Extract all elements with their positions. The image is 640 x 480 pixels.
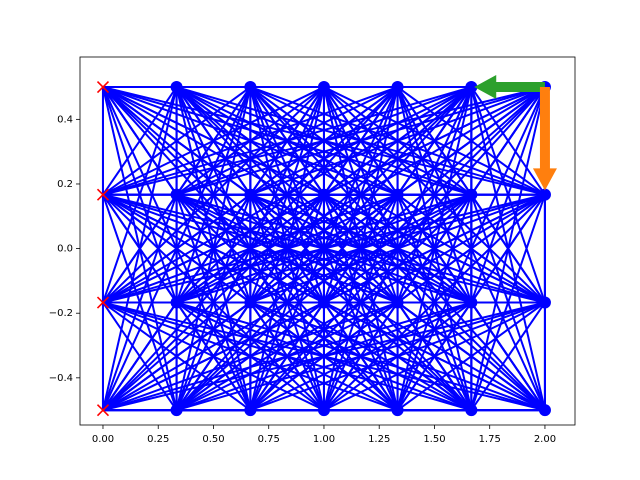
node-marker: [465, 81, 478, 94]
axes-frame: [79, 56, 576, 426]
x-tick-label: 1.00: [313, 434, 335, 445]
edge: [396, 86, 473, 303]
edge: [323, 86, 399, 303]
x-tick-label: 1.50: [423, 434, 445, 445]
node-marker: [317, 296, 330, 309]
load-arrow: [474, 75, 545, 100]
node-marker: [391, 81, 404, 94]
edge: [470, 86, 546, 196]
node-marker: [317, 81, 330, 94]
x-tick-label: 1.25: [368, 434, 390, 445]
x-tick-label: 1.75: [479, 434, 501, 445]
edge: [470, 194, 546, 411]
support-marker: [96, 404, 110, 417]
edge: [323, 301, 399, 411]
node-marker: [465, 404, 478, 417]
node-marker: [317, 404, 330, 417]
edge: [249, 194, 325, 411]
node-marker: [170, 404, 183, 417]
edge: [102, 194, 178, 411]
x-tick-label: 2.00: [534, 434, 556, 445]
node-marker: [170, 188, 183, 201]
node-marker: [170, 296, 183, 309]
edge: [175, 86, 252, 411]
edge: [175, 301, 252, 411]
node-marker: [244, 404, 257, 417]
edge: [322, 86, 399, 411]
y-tick-label: −0.4: [49, 373, 73, 384]
support-marker: [96, 296, 110, 309]
node-marker: [391, 188, 404, 201]
support-marker: [96, 80, 110, 94]
node-marker: [317, 188, 330, 201]
edge: [470, 86, 546, 303]
y-tick-label: 0.4: [57, 114, 73, 125]
edge: [175, 86, 252, 303]
edge: [396, 301, 473, 411]
edge: [323, 194, 399, 411]
node-marker: [465, 188, 478, 201]
edge: [102, 86, 178, 411]
node-marker: [244, 188, 257, 201]
y-tick-label: −0.2: [49, 308, 73, 319]
edge: [249, 86, 325, 411]
node-marker: [244, 81, 257, 94]
y-tick-label: 0.0: [57, 244, 73, 255]
x-tick-label: 0.50: [202, 434, 224, 445]
edge: [102, 301, 178, 411]
support-marker: [96, 188, 110, 201]
edge: [470, 301, 546, 411]
x-tick-label: 0.00: [92, 434, 114, 445]
y-tick-label: 0.2: [57, 179, 73, 190]
edge: [396, 194, 473, 411]
x-tick-label: 0.25: [147, 434, 169, 445]
node-marker: [391, 296, 404, 309]
node-marker: [538, 188, 551, 201]
edge: [175, 194, 252, 411]
node-marker: [170, 81, 183, 94]
edge: [102, 86, 178, 303]
edge: [249, 301, 325, 411]
edge: [470, 86, 546, 411]
node-marker: [538, 404, 551, 417]
edge: [249, 86, 325, 303]
node-marker: [465, 296, 478, 309]
load-arrow: [532, 87, 557, 191]
node-marker: [538, 296, 551, 309]
node-marker: [391, 404, 404, 417]
edge: [396, 86, 473, 411]
x-tick-label: 0.75: [258, 434, 280, 445]
node-marker: [244, 296, 257, 309]
